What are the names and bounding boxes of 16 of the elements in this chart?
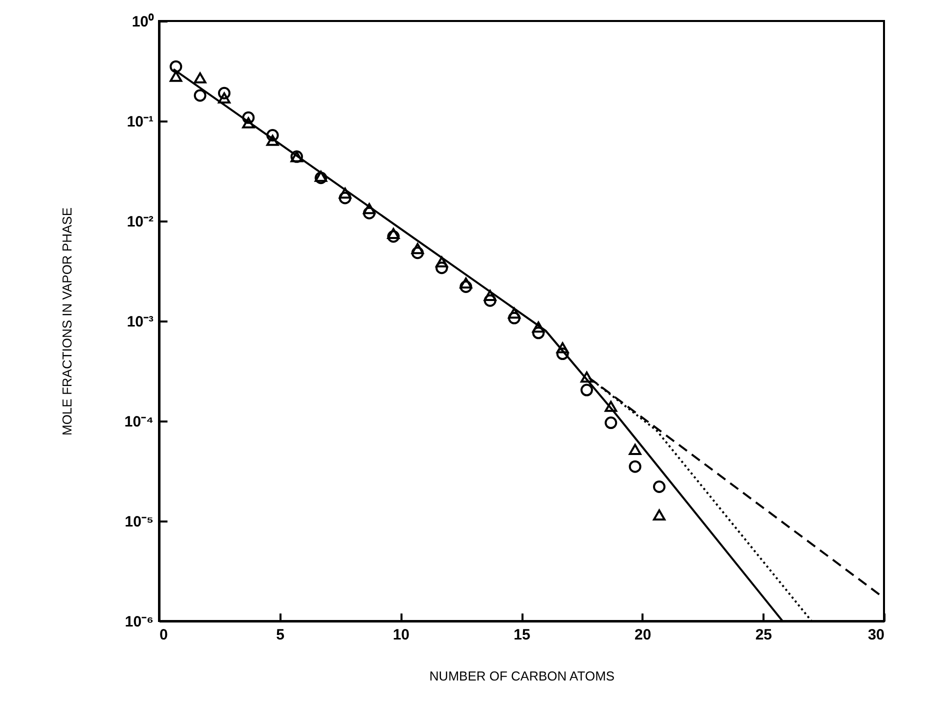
x-tick-label: 15 — [514, 626, 530, 644]
x-tick-label: 30 — [868, 626, 884, 644]
y-tick-label: 10⁻² — [126, 214, 154, 230]
y-axis-title: MOLE FRACTIONS IN VAPOR PHASE — [59, 207, 74, 436]
y-tick-label: 10⁰ — [132, 12, 154, 30]
y-tick-label: 10⁻⁴ — [124, 414, 154, 430]
x-tick-label: 20 — [634, 626, 652, 644]
y-tick-label: 10⁻¹ — [126, 114, 154, 130]
y-tick-label: 10⁻⁶ — [124, 614, 154, 630]
x-tick-label: 10 — [392, 626, 410, 644]
x-axis-title: NUMBER OF CARBON ATOMS — [429, 668, 615, 684]
x-tick-label: 25 — [755, 626, 772, 644]
y-tick-label: 10⁻⁵ — [124, 514, 154, 530]
y-tick-label: 10⁻³ — [126, 314, 154, 330]
x-tick-label: 5 — [276, 626, 285, 644]
x-tick-label: 0 — [160, 626, 168, 644]
